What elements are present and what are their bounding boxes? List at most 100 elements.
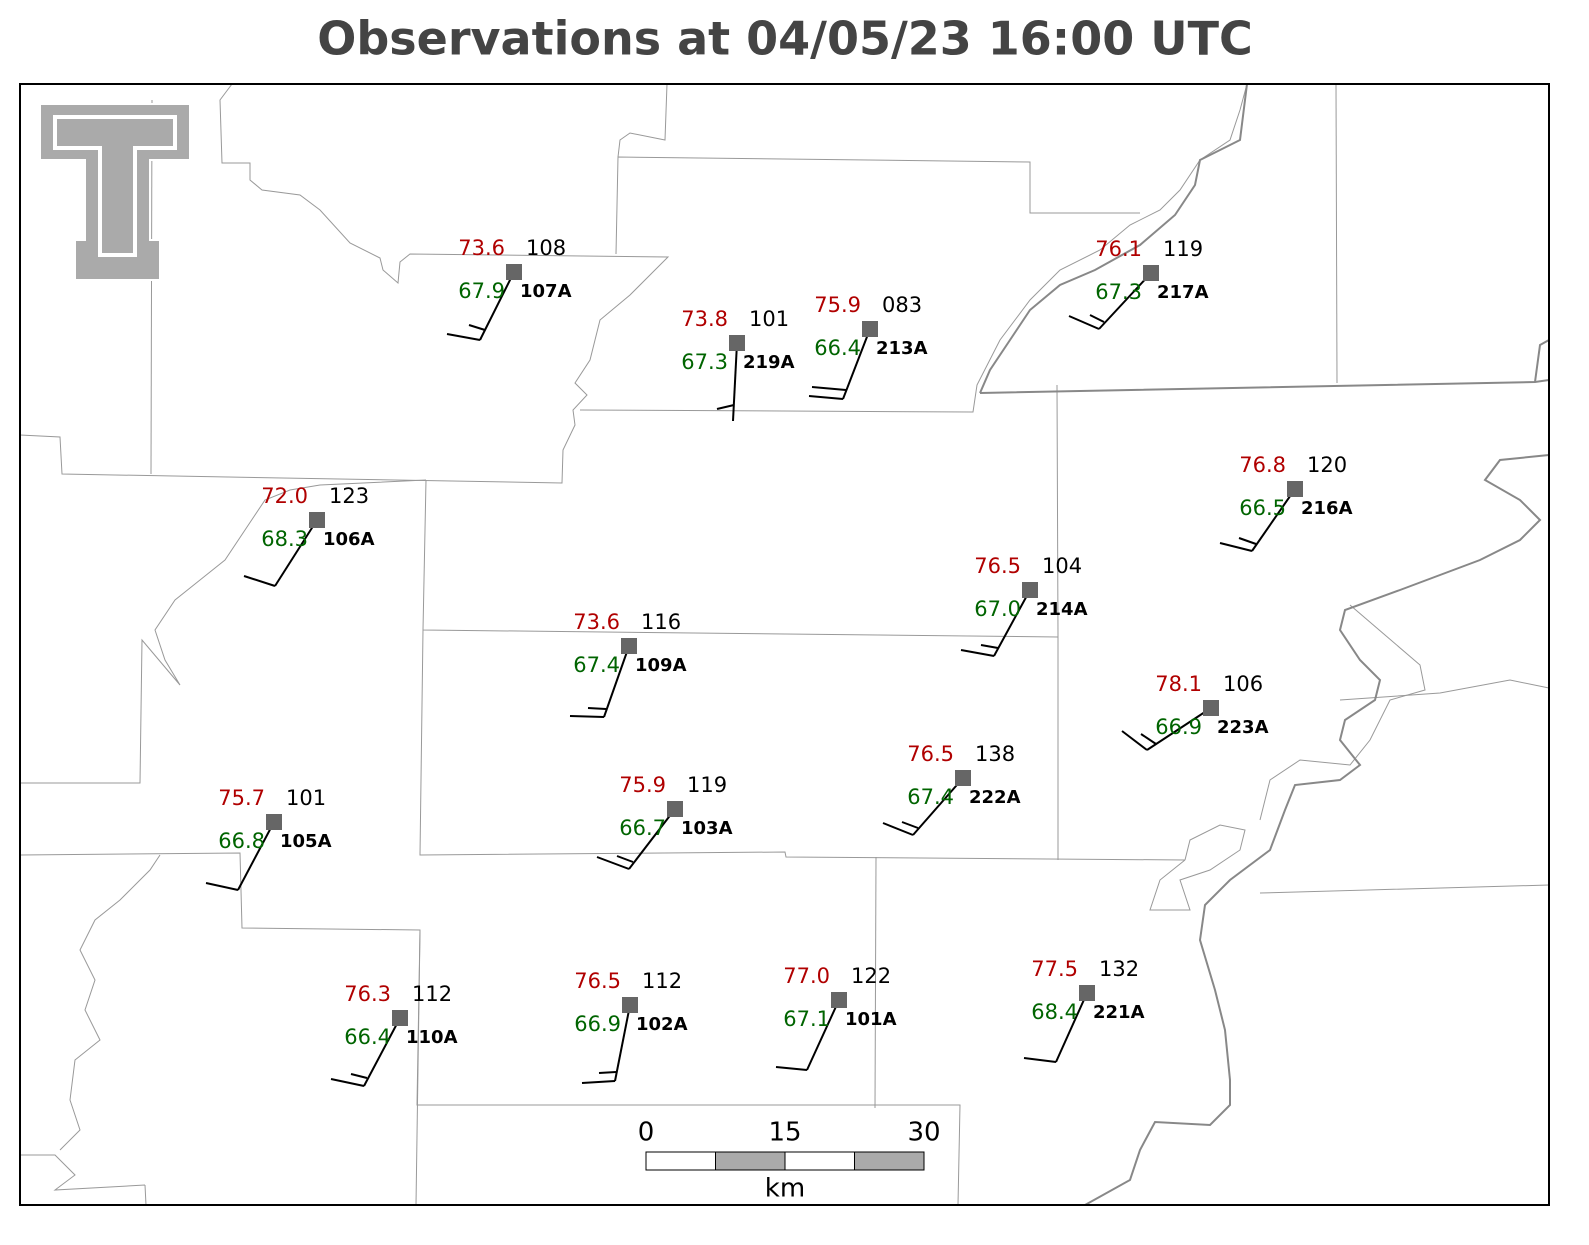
- station-marker: [1143, 265, 1159, 281]
- station-marker: [955, 770, 971, 786]
- station-marker: [1022, 582, 1038, 598]
- station-id: 219A: [743, 352, 795, 373]
- temperature: 76.8: [1239, 453, 1286, 477]
- wind-barb: [479, 271, 515, 341]
- station: 76.5 112 66.9 102A: [574, 969, 688, 1084]
- wind-barb: [243, 575, 276, 587]
- dewpoint: 66.9: [574, 1012, 621, 1036]
- wind-barb: [598, 1071, 617, 1074]
- scale-unit: km: [765, 1174, 805, 1204]
- station-marker: [1287, 481, 1303, 497]
- station: 77.5 132 68.4 221A: [1023, 957, 1145, 1063]
- wind-barb: [446, 333, 481, 341]
- station-marker: [1203, 700, 1219, 716]
- wind-barb: [811, 386, 847, 391]
- pressure: 112: [642, 969, 682, 993]
- dewpoint: 66.4: [344, 1025, 391, 1049]
- station-id: 221A: [1093, 1002, 1145, 1023]
- station: 75.7 101 66.8 105A: [205, 786, 332, 891]
- dewpoint: 67.1: [783, 1007, 830, 1031]
- station-id: 101A: [845, 1009, 897, 1030]
- station-marker: [1079, 985, 1095, 1001]
- temperature: 73.6: [458, 236, 505, 260]
- dewpoint: 66.4: [814, 336, 861, 360]
- temperature: 77.0: [783, 964, 830, 988]
- pressure: 119: [687, 773, 727, 797]
- temperature: 75.7: [218, 786, 265, 810]
- station-id: 217A: [1157, 282, 1209, 303]
- wind-barb: [980, 644, 999, 649]
- temperature: 77.5: [1031, 957, 1078, 981]
- wind-barb: [1098, 272, 1152, 330]
- wind-barb: [363, 1017, 401, 1087]
- wind-barb: [1023, 1057, 1057, 1063]
- pressure: 112: [412, 982, 452, 1006]
- stations: 73.6 108 67.9 107A 73.8 101 67.3 219A 75.9 083 66.…: [205, 236, 1353, 1087]
- station-id: 107A: [520, 281, 572, 302]
- pressure: 106: [1223, 672, 1263, 696]
- dewpoint: 68.4: [1031, 1000, 1078, 1024]
- station-id: 214A: [1036, 599, 1088, 620]
- logo: [39, 103, 191, 281]
- pressure: 119: [1163, 237, 1203, 261]
- wind-barb: [842, 328, 871, 400]
- boundaries: [19, 83, 1550, 1206]
- dewpoint: 66.5: [1239, 496, 1286, 520]
- scale-bar: [645, 1151, 925, 1171]
- pressure: 101: [286, 786, 326, 810]
- station-marker: [309, 512, 325, 528]
- station-marker: [266, 814, 282, 830]
- wind-barb: [569, 715, 605, 718]
- wind-barb: [614, 1004, 631, 1082]
- wind-barb: [716, 404, 735, 410]
- station-id: 106A: [323, 529, 375, 550]
- wind-barb: [205, 882, 239, 891]
- wind-barb: [775, 1066, 808, 1071]
- station: 76.5 104 67.0 214A: [960, 554, 1088, 657]
- wind-barb: [587, 707, 607, 710]
- wind-barb: [274, 519, 318, 587]
- wind-barb: [603, 645, 630, 718]
- scale-label: 30: [907, 1118, 940, 1148]
- wind-barb: [993, 589, 1031, 657]
- dewpoint: 66.7: [619, 816, 666, 840]
- pressure: 083: [882, 293, 922, 317]
- pressure: 120: [1307, 453, 1347, 477]
- station: 76.3 112 66.4 110A: [330, 982, 458, 1087]
- station-marker: [392, 1010, 408, 1026]
- temperature: 76.1: [1095, 237, 1142, 261]
- station: 73.8 101 67.3 219A: [681, 307, 795, 422]
- station: 75.9 083 66.4 213A: [808, 293, 928, 400]
- temperature: 72.0: [261, 484, 308, 508]
- station-marker: [862, 321, 878, 337]
- pressure: 132: [1099, 957, 1139, 981]
- temperature: 76.5: [907, 742, 954, 766]
- wind-barb: [1055, 992, 1088, 1063]
- station: 78.1 106 66.9 223A: [1121, 672, 1269, 751]
- dewpoint: 66.8: [218, 829, 265, 853]
- wind-barb: [1089, 314, 1105, 323]
- station: 75.9 119 66.7 103A: [596, 773, 733, 870]
- dewpoint: 67.0: [974, 597, 1021, 621]
- station-marker: [506, 264, 522, 280]
- station: 76.5 138 67.4 222A: [882, 742, 1021, 836]
- wind-barb: [1146, 707, 1212, 751]
- wind-barb: [350, 1073, 368, 1079]
- station: 73.6 116 67.4 109A: [569, 610, 687, 718]
- wind-barb: [808, 395, 844, 400]
- pressure: 122: [851, 964, 891, 988]
- wind-barb: [732, 342, 738, 422]
- scale-label: 0: [638, 1118, 655, 1148]
- station-id: 223A: [1217, 717, 1269, 738]
- station-id: 110A: [406, 1027, 458, 1048]
- dewpoint: 67.3: [1095, 280, 1142, 304]
- dewpoint: 67.9: [458, 279, 505, 303]
- station: 73.6 108 67.9 107A: [446, 236, 572, 341]
- temperature: 75.9: [814, 293, 861, 317]
- pressure: 101: [749, 307, 789, 331]
- map-frame: [19, 83, 1550, 1206]
- station-id: 102A: [636, 1014, 688, 1035]
- station-marker: [831, 992, 847, 1008]
